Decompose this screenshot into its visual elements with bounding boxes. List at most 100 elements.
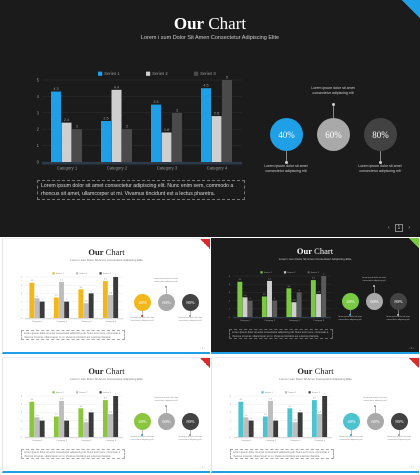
legend-label: Series 2 <box>79 391 88 394</box>
legend-label: Series 1 <box>56 391 65 394</box>
bar <box>88 412 94 437</box>
legend-swatch <box>284 391 288 394</box>
bar-chart: 0 1 2 3 4 5 Series 1 Series 2 Series 3 4.3 2.4 2 Cat… <box>37 71 242 171</box>
bar <box>238 401 244 437</box>
slide-thumbnail-2[interactable]: Our Chart Lorem i sum Dolor Sit Amen Con… <box>211 238 419 354</box>
thumb-connector-dot <box>349 314 351 316</box>
slide-thumbnail-1[interactable]: Our Chart Lorem i sum Dolor Sit Amen Con… <box>2 238 210 354</box>
thumb-connector-line <box>142 311 143 316</box>
bar <box>53 297 59 318</box>
thumb-title: Our Chart <box>88 366 125 376</box>
bar <box>287 408 293 437</box>
thumb-pager: ‹ 1 › <box>409 466 414 469</box>
data-label: 4.5 <box>104 398 108 400</box>
bar <box>242 297 248 317</box>
slide-thumbnail-3[interactable]: Our Chart Lorem i sum Dolor Sit Amen Con… <box>2 357 210 473</box>
category-label: Category 1 <box>32 439 43 442</box>
legend-swatch <box>75 391 79 394</box>
thumb-percent-circle-2: 60% <box>158 294 175 311</box>
bar <box>78 408 84 437</box>
data-label: 2.8 <box>109 293 113 295</box>
y-tick-label: 5 <box>21 396 23 398</box>
bar <box>29 401 35 437</box>
thumb-subtitle: Lorem i sum Dolor Sit Amen Consectetur A… <box>278 257 352 261</box>
bar <box>34 298 40 318</box>
description-text: Lorem ipsum dolor sit amet consectetur a… <box>37 180 245 200</box>
data-label: 4.3 <box>239 399 243 401</box>
percentage-circles: 40% 60% 80% <box>270 118 400 154</box>
annotation-3: Lorem ipsum dolor sit amet consectetur a… <box>358 164 402 174</box>
percent-circle-1: 40% <box>270 118 303 151</box>
data-label: 5 <box>115 275 117 277</box>
data-label: 2 <box>275 418 276 420</box>
thumb-connector-dot <box>141 315 143 317</box>
prev-arrow-icon[interactable]: ‹ <box>387 225 390 231</box>
y-tick-label: 0 <box>21 437 23 439</box>
thumb-percent-circle-3: 80% <box>182 294 199 311</box>
data-label: 2.5 <box>55 414 59 416</box>
legend-label: Series 1 <box>264 271 273 274</box>
connector-dot-3 <box>379 161 382 164</box>
thumb-connector-dot <box>165 286 167 288</box>
data-label: 3 <box>176 108 178 112</box>
data-label: 2.4 <box>244 295 248 297</box>
thumb-title: Our Chart <box>297 366 334 376</box>
bar <box>151 104 161 162</box>
chart-baseline <box>234 437 332 439</box>
chart-baseline <box>42 162 242 165</box>
bar <box>317 414 322 437</box>
main-slide-preview[interactable]: Our Chart Lorem i sum Dolor Sit Amen Con… <box>0 0 420 237</box>
data-label: 4.4 <box>114 85 119 89</box>
next-arrow-icon[interactable]: › <box>408 225 410 231</box>
thumb-connector-line <box>399 430 400 435</box>
thumb-connector-dot <box>398 434 400 436</box>
thumb-annotation-3: Lorem ipsum dolor sit amet consectetur a… <box>177 436 203 441</box>
thumb-pager: ‹ 1 › <box>409 347 414 350</box>
data-label: 3.5 <box>287 286 291 288</box>
bar <box>51 91 61 162</box>
legend-swatch <box>283 271 287 274</box>
corner-accent <box>402 0 420 18</box>
legend-swatch <box>99 272 102 275</box>
legend-swatch <box>146 71 151 76</box>
category-label: Category 1 <box>32 320 43 323</box>
percent-circle-3: 80% <box>364 118 397 151</box>
thumb-connector-line <box>142 430 143 435</box>
thumb-connector-line <box>166 287 167 294</box>
bar <box>311 400 317 437</box>
bar <box>247 300 253 317</box>
data-label: 4.3 <box>30 399 34 401</box>
y-tick-label: 4 <box>230 404 232 406</box>
thumb-connector-line <box>351 430 352 435</box>
bar <box>322 396 328 437</box>
category-label: Category 3 <box>81 439 92 442</box>
data-label: 5 <box>324 394 326 396</box>
bar <box>108 414 113 437</box>
data-label: 4.5 <box>104 279 108 281</box>
data-label: 4.4 <box>269 398 273 400</box>
data-label: 2.8 <box>214 112 219 116</box>
thumb-connector-line <box>190 430 191 435</box>
data-label: 2.4 <box>36 415 40 417</box>
y-tick-label: 4 <box>21 285 23 287</box>
thumb-connector-dot <box>373 285 375 287</box>
category-label: Category 4 <box>313 319 324 322</box>
bar <box>267 280 272 317</box>
data-label: 2 <box>250 298 251 300</box>
thumb-percent-circle-3: 80% <box>390 293 407 310</box>
bar <box>321 276 327 317</box>
data-label: 2 <box>274 298 275 300</box>
bar <box>237 281 243 317</box>
bar <box>83 422 89 437</box>
connector-line-3 <box>380 151 381 163</box>
legend-swatch <box>260 271 263 274</box>
data-label: 5 <box>226 76 228 80</box>
data-label: 2 <box>42 299 43 301</box>
thumb-pager: ‹ 1 › <box>200 347 205 350</box>
data-label: 4.3 <box>53 87 58 91</box>
thumb-percent-circle-1: 40% <box>343 413 360 430</box>
slide-thumbnail-4[interactable]: Our Chart Lorem i sum Dolor Sit Amen Con… <box>211 357 419 473</box>
thumb-connector-dot <box>189 315 191 317</box>
data-label: 1.8 <box>293 300 297 302</box>
bar <box>268 400 273 437</box>
